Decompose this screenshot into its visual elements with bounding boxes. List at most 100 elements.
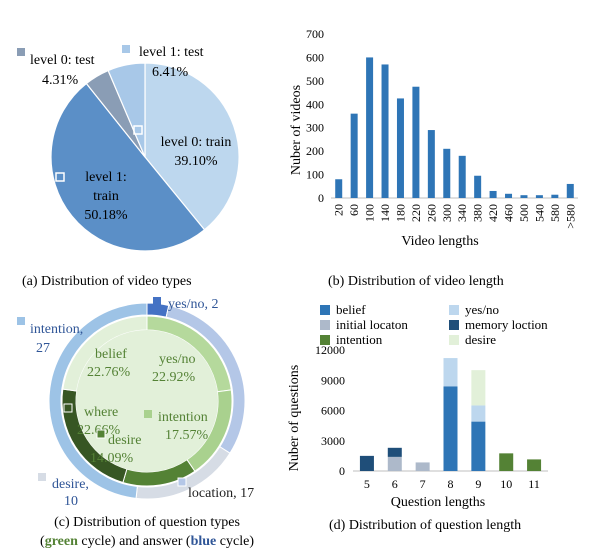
legend-swatch-intention (320, 335, 330, 345)
b-bar-9 (474, 175, 482, 198)
pie-a-slice-1 (50, 82, 206, 252)
b-ytick-3: 300 (306, 121, 324, 135)
label-level0-test-line1: level 0: test (30, 53, 95, 68)
b-bar-1 (350, 113, 358, 198)
d-ytick-0: 0 (339, 464, 345, 478)
b-xtick-2: 100 (363, 204, 377, 222)
d-bar-8-0 (443, 386, 458, 471)
legend-swatch-yes-no (449, 305, 459, 315)
d-bar-6-2 (387, 456, 402, 471)
d-ytick-1: 3000 (321, 434, 345, 448)
label-level0-train-line2: 39.10% (174, 154, 218, 169)
d-bar-6-3 (387, 447, 402, 457)
b-bar-6 (427, 130, 435, 198)
label-level1-test-line1: level 1: test (139, 45, 204, 60)
d-xtick-5: 10 (500, 477, 512, 491)
b-xtick-8: 340 (455, 204, 469, 222)
label-level1-train-line2: train (93, 189, 119, 204)
b-bar-14 (551, 194, 559, 198)
b-bar-15 (566, 183, 574, 198)
label-level1-train-line3: 50.18% (84, 208, 128, 223)
label-q-intention-line2: 17.57% (165, 428, 209, 443)
d-ytick-4: 12000 (315, 343, 345, 357)
marker-q-belief (84, 347, 92, 355)
marker-q-intention (144, 410, 152, 418)
donut-c-center (76, 330, 218, 472)
label-q-desire-line1: desire (108, 433, 141, 448)
label-q-where-line1: where (84, 405, 118, 420)
label-answer-intention-line2: 27 (36, 341, 50, 356)
b-xtick-13: 540 (532, 204, 546, 222)
label-q-belief-line1: belief (95, 347, 127, 362)
d-ytick-3: 9000 (321, 373, 345, 387)
marker-answer-location (177, 477, 187, 487)
label-level0-test-line2: 4.31% (42, 73, 79, 88)
caption-c-part2: cycle) and answer ( (78, 534, 191, 549)
marker-q-yes-no (144, 353, 152, 361)
marker-q-desire (96, 429, 106, 439)
legend-swatch-memory-location (449, 320, 459, 330)
b-ytick-7: 700 (306, 27, 324, 41)
question-types-doughnut (48, 302, 246, 500)
caption-c-blue: blue (191, 534, 217, 549)
d-xlabel: Question lengths (391, 495, 486, 510)
b-xtick-5: 220 (409, 204, 423, 222)
caption-c-green: green (45, 534, 78, 549)
marker-q-where (63, 403, 73, 413)
d-xtick-0: 5 (364, 477, 370, 491)
legend-label-yes-no: yes/no (465, 302, 499, 317)
b-ylabel: Nuber of videos (289, 85, 304, 175)
b-ytick-4: 400 (306, 97, 324, 111)
b-bar-12 (520, 195, 528, 198)
d-xtick-6: 11 (528, 477, 540, 491)
b-bar-8 (458, 155, 466, 198)
d-xtick-1: 6 (392, 477, 398, 491)
label-q-desire-line2: 14.09% (90, 451, 134, 466)
d-bar-9-5 (471, 370, 486, 406)
label-level1-test-line2: 6.41% (152, 65, 189, 80)
d-xtick-2: 7 (420, 477, 426, 491)
legend-label-memory-location: memory loction (465, 317, 548, 332)
marker-level0-train (133, 125, 143, 135)
pie-a-slice-0 (144, 62, 240, 231)
d-bar-11-4 (527, 459, 542, 471)
legend-label-initial-location: initial locaton (336, 317, 408, 332)
b-xtick-1: 60 (347, 204, 361, 216)
d-ylabel: Nuber of questions (287, 365, 302, 472)
b-bar-4 (396, 98, 404, 198)
b-xtick-7: 300 (440, 204, 454, 222)
b-bar-2 (366, 57, 374, 198)
caption-d: (d) Distribution of question length (329, 518, 521, 533)
label-answer-desire-line2: 10 (64, 494, 78, 509)
b-xtick-12: 500 (517, 204, 531, 222)
caption-a: (a) Distribution of video types (22, 274, 192, 289)
b-xtick-15: >580 (563, 204, 577, 229)
legend-label-desire: desire (465, 332, 496, 347)
donut-c-outer-band-3 (48, 302, 148, 499)
caption-c-part3: cycle) (216, 534, 254, 549)
d-xtick-3: 8 (448, 477, 454, 491)
label-q-yes-no-line2: 22.92% (152, 370, 196, 385)
d-legend: belief yes/no initial locaton memory loc… (320, 302, 548, 347)
caption-b: (b) Distribution of video length (328, 274, 504, 289)
d-bar-9-1 (471, 405, 486, 422)
b-xlabel: Video lengths (401, 234, 478, 249)
legend-label-belief: belief (336, 302, 366, 317)
d-bar-8-1 (443, 358, 458, 387)
b-bar-13 (535, 195, 543, 198)
b-xtick-11: 460 (502, 204, 516, 222)
caption-c-line1: (c) Distribution of question types (54, 515, 240, 530)
d-xtick-4: 9 (475, 477, 481, 491)
b-bar-0 (335, 179, 343, 198)
b-bar-11 (505, 193, 513, 198)
b-xtick-4: 180 (393, 204, 407, 222)
d-bar-9-0 (471, 421, 486, 471)
marker-answer-intention (17, 317, 25, 325)
pie-a-labels: level 0: test 4.31% level 1: test 6.41% … (17, 45, 231, 223)
b-ytick-6: 600 (306, 50, 324, 64)
d-ytick-2: 6000 (321, 404, 345, 418)
b-xtick-14: 580 (548, 204, 562, 222)
legend-marker-level1-test (122, 45, 130, 53)
b-ytick-2: 200 (306, 144, 324, 158)
